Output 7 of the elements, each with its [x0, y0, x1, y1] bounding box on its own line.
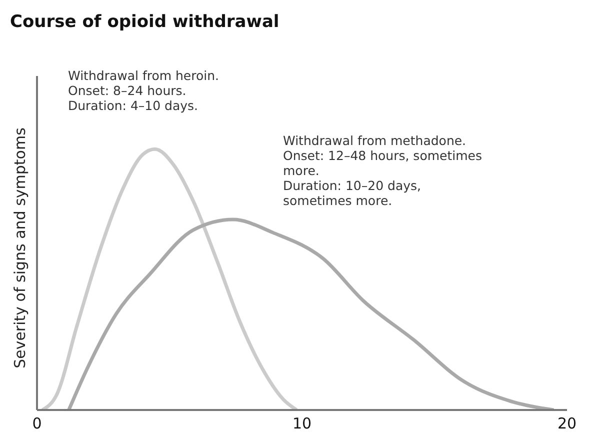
x-tick-label: 10 [292, 414, 312, 433]
x-tick-label: 20 [557, 414, 577, 433]
chart-title: Course of opioid withdrawal [10, 12, 280, 32]
x-tick-label: 0 [32, 414, 42, 433]
text: Withdrawal from heroin. Onset: 8–24 hours. Duration: 4–10 days. [68, 68, 220, 113]
annotation: Withdrawal from methadone. Onset: 12–48 hours, sometimes more. Duration: 10–20 days, sometimes more. [283, 133, 483, 208]
y-axis-title: Severity of signs and symptoms [11, 128, 29, 368]
